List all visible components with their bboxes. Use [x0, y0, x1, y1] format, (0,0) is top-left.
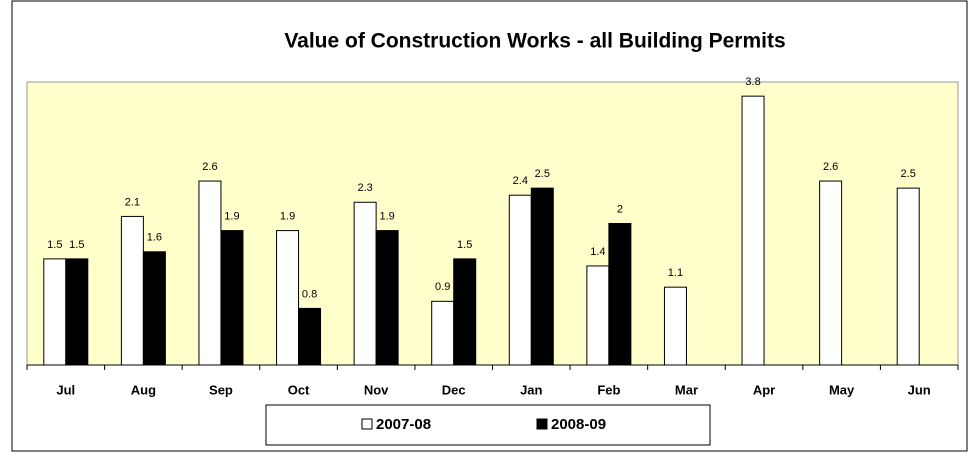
- bar: [508, 194, 532, 366]
- legend: [265, 404, 711, 446]
- data-label: 2.1: [125, 196, 140, 208]
- data-label: 3.8: [745, 76, 760, 88]
- bar: [896, 187, 920, 366]
- bar: [586, 265, 610, 366]
- x-tick-label: Sep: [209, 382, 233, 397]
- data-label: 1.9: [224, 210, 239, 222]
- legend-label: 2007-08: [376, 416, 431, 433]
- bar: [120, 215, 144, 366]
- data-label: 0.8: [302, 288, 317, 300]
- data-label: 2.3: [357, 182, 372, 194]
- bar: [663, 286, 687, 366]
- bar: [530, 187, 554, 366]
- x-tick-label: Jan: [520, 382, 542, 397]
- bar: [741, 95, 765, 366]
- bar: [431, 300, 455, 366]
- data-label: 2.6: [823, 161, 838, 173]
- bar: [608, 223, 632, 366]
- x-tick-label: Jun: [908, 382, 931, 397]
- data-label: 1.6: [147, 232, 162, 244]
- bar: [220, 230, 244, 366]
- data-label: 2.5: [901, 168, 916, 180]
- data-label: 1.9: [379, 210, 394, 222]
- bar: [142, 251, 166, 366]
- x-tick-label: Oct: [288, 382, 310, 397]
- bar: [276, 230, 300, 366]
- x-tick-label: Dec: [442, 382, 466, 397]
- data-label: 1.5: [69, 239, 84, 251]
- bar: [375, 230, 399, 366]
- x-tick-label: Feb: [597, 382, 620, 397]
- chart-title: Value of Construction Works - all Buildi…: [284, 30, 785, 53]
- data-label: 2.4: [513, 175, 528, 187]
- legend-swatch: [361, 418, 373, 430]
- data-label: 2: [617, 203, 623, 215]
- x-tick-label: Nov: [364, 382, 389, 397]
- plot-area: [26, 81, 959, 366]
- bar: [298, 307, 322, 366]
- data-label: 2.5: [535, 168, 550, 180]
- data-label: 1.1: [668, 267, 683, 279]
- x-tick-label: Apr: [753, 382, 775, 397]
- x-tick-label: Jul: [56, 382, 75, 397]
- bar: [43, 258, 67, 366]
- bar: [453, 258, 477, 366]
- bar: [353, 201, 377, 366]
- x-tick-label: Mar: [675, 382, 698, 397]
- x-tick-label: Aug: [131, 382, 156, 397]
- legend-label: 2008-09: [551, 416, 606, 433]
- data-label: 2.6: [202, 161, 217, 173]
- data-label: 0.9: [435, 281, 450, 293]
- data-label: 1.9: [280, 210, 295, 222]
- bar: [198, 180, 222, 366]
- legend-swatch: [536, 418, 548, 430]
- bar: [65, 258, 89, 366]
- x-tick-label: May: [829, 382, 855, 397]
- data-label: 1.5: [47, 239, 62, 251]
- bar: [819, 180, 843, 366]
- data-label: 1.4: [590, 246, 605, 258]
- data-label: 1.5: [457, 239, 472, 251]
